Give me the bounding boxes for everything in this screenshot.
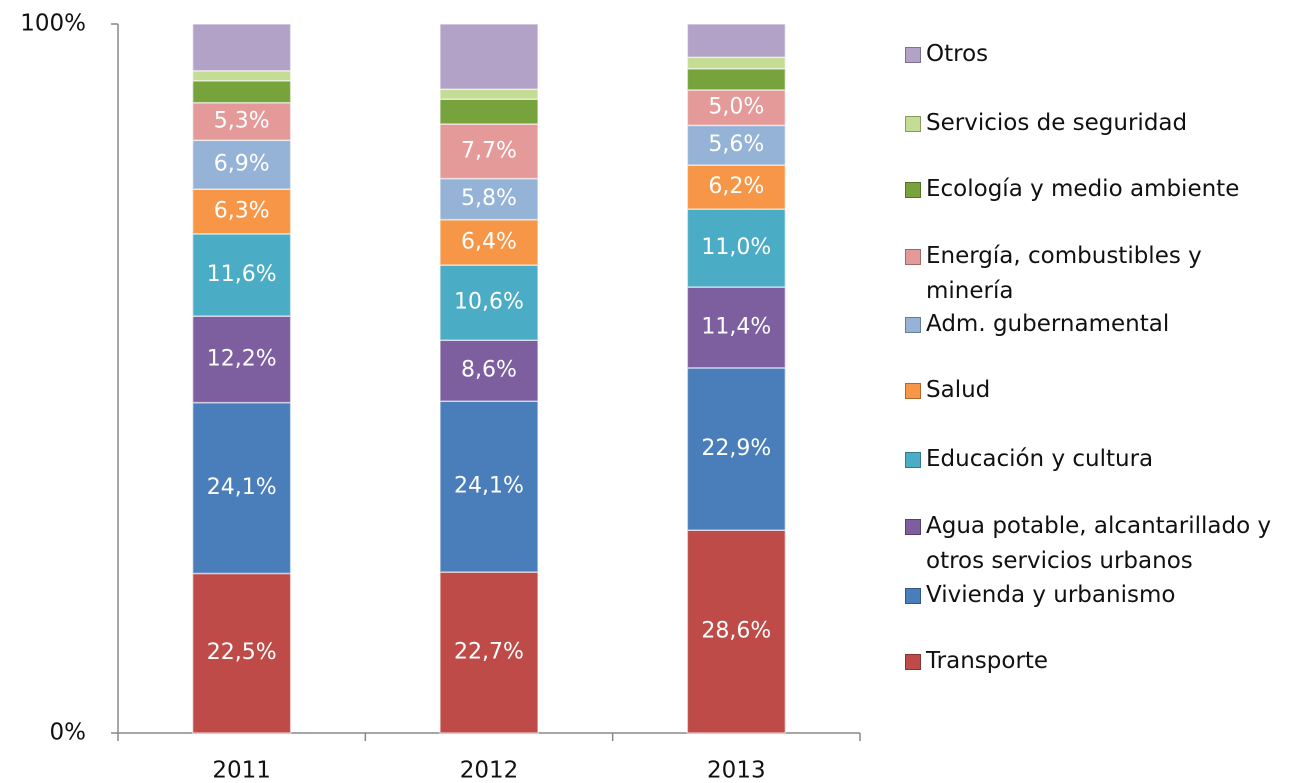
- legend-item: Agua potable, alcantarillado y otros ser…: [905, 509, 1295, 579]
- legend-swatch: [905, 383, 921, 399]
- legend-item: Otros: [905, 37, 1295, 72]
- bar-segment: [439, 98, 539, 125]
- bar-segment: [191, 233, 292, 317]
- bar-segment: [686, 164, 787, 210]
- value-label: 6,2%: [708, 174, 764, 199]
- legend-swatch: [905, 317, 921, 333]
- legend-swatch: [905, 249, 921, 265]
- value-label: 6,9%: [214, 152, 270, 177]
- value-label: 5,3%: [214, 108, 270, 133]
- legend-item: Educación y cultura: [905, 442, 1295, 477]
- value-label: 11,0%: [701, 235, 771, 260]
- legend-label: Transporte: [926, 648, 1049, 674]
- bar-segment: [439, 400, 539, 573]
- legend-swatch: [905, 452, 921, 468]
- legend-item: Salud: [905, 373, 1295, 408]
- x-tick-label: 2012: [460, 758, 519, 783]
- value-label: 5,8%: [461, 186, 517, 211]
- y-tick-label: 0%: [50, 720, 87, 746]
- value-label: 22,7%: [454, 640, 524, 665]
- legend-label: Ecología y medio ambiente: [926, 176, 1240, 202]
- bar-segment: [439, 123, 539, 180]
- value-label: 24,1%: [207, 475, 277, 500]
- bar-segment: [686, 67, 787, 91]
- legend-item: Vivienda y urbanismo: [905, 578, 1295, 613]
- bar-segment: [191, 572, 292, 734]
- legend-label: Salud: [926, 377, 991, 403]
- value-label: 6,4%: [461, 229, 517, 254]
- bar-segment: [686, 124, 787, 166]
- value-label: 11,6%: [207, 262, 277, 287]
- legend-label: Vivienda y urbanismo: [926, 582, 1176, 608]
- x-tick-label: 2011: [212, 758, 271, 783]
- bar-segment: [191, 79, 292, 104]
- bar-segment: [686, 23, 787, 59]
- value-label: 12,2%: [207, 346, 277, 371]
- legend-item: Servicios de seguridad: [905, 106, 1295, 141]
- legend-label: Adm. gubernamental: [926, 311, 1170, 337]
- legend-item: Adm. gubernamental: [905, 307, 1295, 342]
- legend-label: Agua potable, alcantarillado y otros ser…: [926, 513, 1272, 574]
- bar-segment: [439, 23, 539, 90]
- legend-swatch: [905, 116, 921, 132]
- x-tick-label: 2013: [707, 758, 766, 783]
- bar-segment: [191, 23, 292, 72]
- bar-segment: [439, 571, 539, 734]
- value-label: 5,0%: [708, 95, 764, 120]
- legend-swatch: [905, 654, 921, 670]
- legend-label: Servicios de seguridad: [926, 110, 1188, 136]
- bar-segment: [439, 177, 539, 221]
- value-label: 6,3%: [214, 199, 270, 224]
- value-label: 5,6%: [708, 132, 764, 157]
- bar-segment: [191, 188, 292, 235]
- legend-swatch: [905, 588, 921, 604]
- bar-segment: [686, 89, 787, 127]
- legend-swatch: [905, 519, 921, 535]
- legend-swatch: [905, 47, 921, 63]
- value-label: 10,6%: [454, 290, 524, 315]
- legend-label: Otros: [926, 41, 989, 67]
- bar-segment: [686, 286, 787, 369]
- bar-segment: [191, 70, 292, 82]
- bar-segment: [439, 339, 539, 402]
- bar-segment: [439, 88, 539, 100]
- y-tick-label: 100%: [20, 11, 86, 37]
- value-label: 24,1%: [454, 474, 524, 499]
- value-label: 28,6%: [701, 619, 771, 644]
- bar-segment: [191, 315, 292, 404]
- bar-segment: [686, 56, 787, 70]
- legend-label: Educación y cultura: [926, 446, 1154, 472]
- legend-item: Energía, combustibles y minería: [905, 239, 1295, 309]
- legend-swatch: [905, 182, 921, 198]
- value-label: 22,5%: [207, 640, 277, 665]
- value-label: 8,6%: [461, 358, 517, 383]
- bar-segment: [191, 401, 292, 575]
- legend-item: Ecología y medio ambiente: [905, 172, 1295, 207]
- value-label: 7,7%: [461, 138, 517, 163]
- legend-item: Transporte: [905, 644, 1295, 679]
- bar-segment: [686, 529, 787, 734]
- bar-segment: [439, 264, 539, 341]
- legend-label: Energía, combustibles y minería: [926, 243, 1202, 304]
- value-label: 22,9%: [701, 436, 771, 461]
- bar-segment: [686, 367, 787, 531]
- value-label: 11,4%: [701, 314, 771, 339]
